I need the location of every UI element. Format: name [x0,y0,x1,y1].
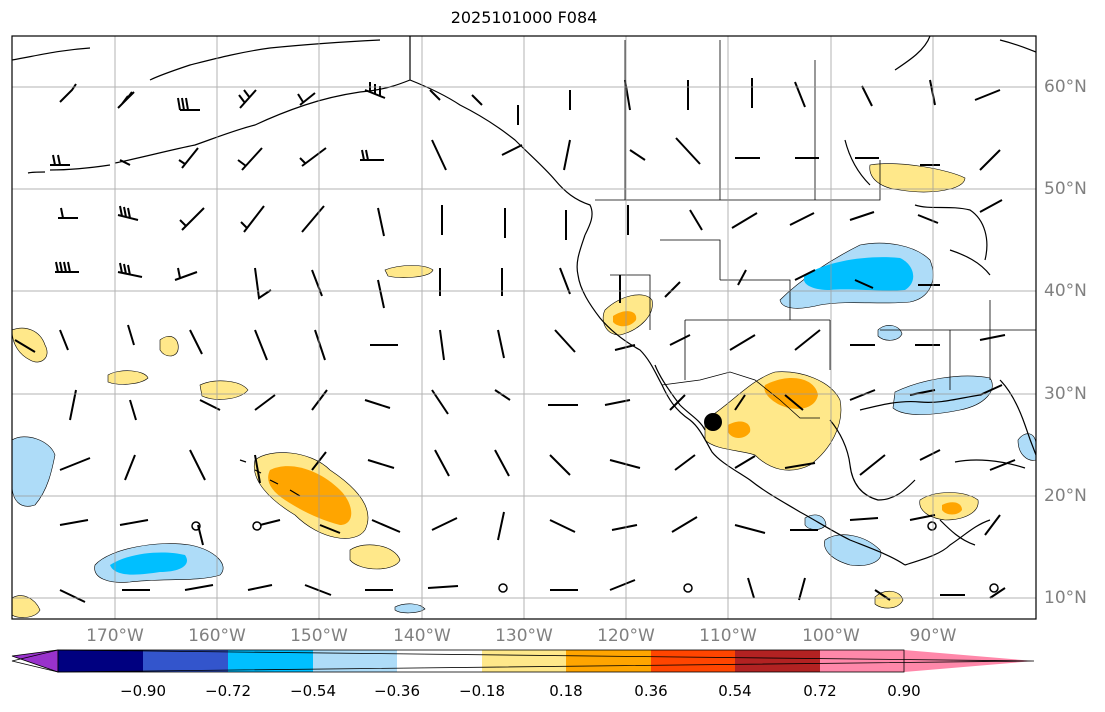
colorbar-tick-label: −0.72 [205,682,251,700]
negative-anomaly [892,375,993,415]
colorbar-segment [651,650,735,672]
lon-label: 170°W [86,626,144,646]
negative-anomaly [1017,433,1036,461]
colorbar-outline [11,649,1035,673]
colorbar-tick-label: 0.72 [803,682,837,700]
colorbar-tick-label: −0.18 [459,682,505,700]
negative-anomaly [877,325,903,341]
gridlines [12,36,1036,619]
colorbar-tick-label: 0.18 [549,682,583,700]
colorbar-max-arrow [904,650,1034,672]
colorbar-frame [57,649,905,673]
negative-anomaly [394,603,426,614]
wind-barbs [14,78,1016,603]
colorbar-min-arrow [11,649,59,673]
colorbar [11,649,1035,673]
colorbar-tick-label: −0.54 [290,682,336,700]
lat-label: 30°N [1044,384,1087,404]
colorbar-tick-label: 0.90 [887,682,921,700]
lat-label: 20°N [1044,486,1087,506]
coastlines [12,36,1036,566]
colorbar-segment [143,650,228,672]
positive-anomaly-strong [942,502,962,515]
positive-anomaly-strong [764,377,818,409]
colorbar-segment [228,650,313,672]
lon-label: 110°W [699,626,757,646]
colorbar-segment [735,650,820,672]
lon-label: 100°W [802,626,860,646]
positive-anomaly [199,380,249,400]
lat-label: 60°N [1044,77,1087,97]
positive-anomaly [12,327,48,363]
map-frame [11,35,1037,620]
positive-anomaly-strong [728,421,751,438]
lon-label: 160°W [188,626,246,646]
lon-label: 150°W [290,626,348,646]
lat-label: 50°N [1044,179,1087,199]
colorbar-segment [820,650,904,672]
political-borders [409,36,1036,419]
negative-anomaly [804,514,827,530]
colorbar-tick-label: −0.36 [374,682,420,700]
colorbar-tick-label: 0.36 [634,682,668,700]
colorbar-segment [58,650,143,672]
weather-map [11,35,1037,620]
colorbar-tick-label: 0.54 [718,682,752,700]
positive-anomaly [12,595,41,618]
colorbar-segment [397,650,482,672]
positive-anomaly [159,336,179,357]
colorbar-tick-label: −0.90 [120,682,166,700]
map-title: 2025101000 F084 [450,8,598,27]
positive-anomaly-strong [613,311,637,327]
positive-anomaly [384,265,434,278]
positive-anomaly [349,544,401,570]
lon-label: 90°W [909,626,957,646]
negative-anomaly-strong [110,552,188,575]
colorbar-segment [566,650,651,672]
negative-anomaly [12,436,56,507]
negative-anomaly [824,534,882,566]
lat-label: 10°N [1044,588,1087,608]
lon-label: 120°W [597,626,655,646]
lon-label: 140°W [393,626,451,646]
location-marker [704,413,722,431]
colorbar-segment [313,650,397,672]
lat-label: 40°N [1044,281,1087,301]
colorbar-segment [482,650,566,672]
lon-label: 130°W [495,626,553,646]
